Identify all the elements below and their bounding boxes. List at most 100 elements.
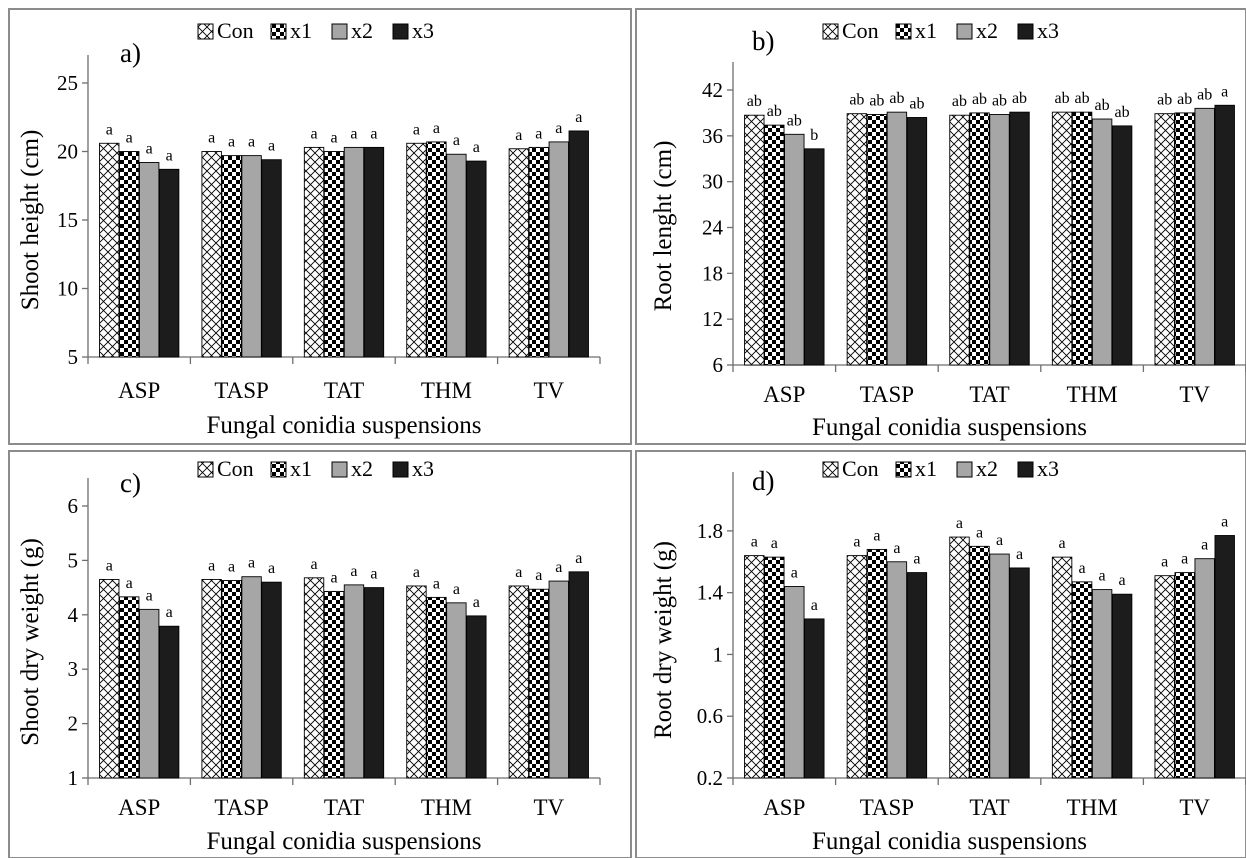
category-label-tat: TAT [324,795,364,820]
significance-letter: a [1079,560,1086,577]
significance-letter: a [166,604,173,621]
significance-letter: a [106,557,113,574]
significance-letter: a [771,535,778,552]
legend-label-con: Con [842,18,879,43]
significance-letter: a [228,134,235,151]
significance-letter: ab [767,103,782,120]
legend-swatch-x2 [956,23,973,40]
legend-label-x2: x2 [351,456,373,481]
category-label-tat: TAT [969,795,1009,820]
significance-letter: ab [1055,90,1070,107]
bar-con-thm [406,585,427,779]
bar-x2-thm [446,602,467,779]
bar-x3-tat [363,146,385,358]
y-tick-label: 6 [713,353,724,377]
bar-x1-tv [1174,112,1195,366]
x-axis-title: Fungal conidia suspensions [207,828,482,855]
bar-x3-asp [158,168,180,358]
y-tick-label: 15 [57,208,78,232]
bar-x2-tv [1194,558,1215,779]
bar-x3-asp [804,148,825,366]
bar-x3-tasp [261,581,282,779]
significance-letter: a [555,120,562,137]
bar-x1-tasp [221,155,242,358]
bar-con-asp [744,555,765,779]
significance-letter: a [248,555,255,572]
significance-letter: a [811,597,818,614]
y-tick-label: 18 [702,261,723,285]
category-label-tv: TV [533,795,564,820]
x-axis-title: Fungal conidia suspensions [812,828,1087,855]
y-tick-label: 12 [702,307,723,331]
category-label-thm: THM [1067,382,1118,407]
category-label-asp: ASP [763,382,805,407]
category-label-asp: ASP [118,795,160,820]
y-tick-label: 1 [68,766,79,790]
bar-con-thm [1051,111,1073,366]
bar-x3-tasp [906,117,928,366]
bar-con-tasp [201,578,222,779]
y-tick-label: 20 [57,140,78,164]
bar-x1-tat [323,590,345,779]
y-axis-title: Shoot dry weight (g) [17,538,44,746]
legend: Con x1 x2 x3 [822,18,1059,43]
bar-x2-thm [446,153,467,358]
y-tick-label: 5 [68,548,79,572]
panel-label: c) [120,468,141,498]
legend-label-x2: x2 [351,18,373,43]
category-label-asp: ASP [763,795,805,820]
significance-letter: ab [869,92,884,109]
bar-x3-tasp [261,159,282,358]
bar-x1-tat [323,151,345,358]
bar-con-tat [949,114,970,366]
significance-letter: a [146,587,153,604]
bar-con-tv [508,585,530,779]
significance-letter: a [575,550,582,567]
significance-letter: ab [849,92,864,109]
bar-x3-tv [1214,535,1235,779]
bar-con-tv [1154,113,1175,366]
bar-x3-tat [1009,111,1030,366]
legend: Con x1 x2 x3 [197,18,434,43]
legend-swatch-con [197,461,214,478]
legend: Con x1 x2 x3 [197,456,434,481]
bar-x1-tasp [866,548,888,779]
significance-letter: a [350,563,357,580]
legend-label-x1: x1 [290,456,312,481]
y-tick-label: 5 [68,345,79,369]
significance-letter: a [996,532,1003,549]
significance-letter: a [873,527,880,544]
bar-x2-tasp [241,576,262,779]
y-tick-label: 4 [68,603,79,627]
panel-frame [635,450,1246,858]
bar-x1-tv [528,588,549,779]
bar-x1-tat [969,112,990,366]
legend-swatch-x3 [392,23,409,40]
legend-swatch-x3 [392,461,409,478]
significance-letter: a [515,564,522,581]
significance-letter: a [1099,568,1106,585]
category-label-tasp: TASP [860,382,914,407]
category-label-asp: ASP [118,378,160,403]
legend-label-con: Con [217,456,254,481]
legend-swatch-x3 [1017,461,1034,478]
y-tick-label: 1 [713,642,724,666]
legend-label-x3: x3 [1037,18,1059,43]
significance-letter: a [976,524,983,541]
bar-x1-tasp [221,580,242,779]
y-tick-label: 25 [57,71,78,95]
bar-x2-tat [989,113,1010,366]
bar-x1-thm [1071,111,1093,366]
legend-swatch-con [822,461,839,478]
category-label-tv: TV [533,378,564,403]
significance-letter: a [208,130,215,147]
y-axis-title: Root lenght (cm) [650,141,677,312]
significance-letter: a [146,140,153,157]
legend-label-x1: x1 [915,18,937,43]
legend-swatch-con [822,23,839,40]
legend-swatch-x1 [895,23,912,40]
bar-x3-tat [363,587,385,779]
category-label-tasp: TASP [860,795,914,820]
